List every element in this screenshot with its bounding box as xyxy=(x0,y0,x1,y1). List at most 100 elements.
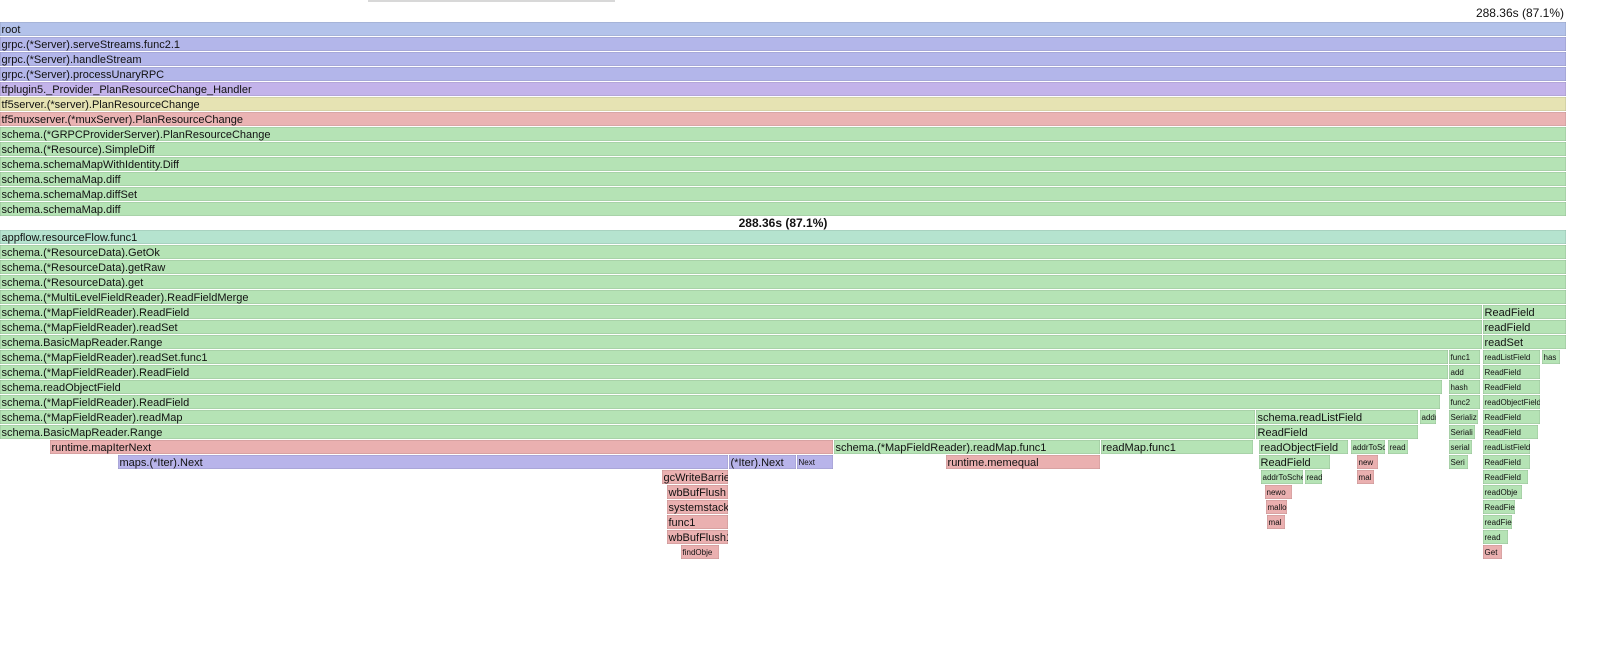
frame-label: ReadField xyxy=(1485,307,1535,319)
frame[interactable]: root xyxy=(0,22,1566,36)
frame[interactable]: read xyxy=(1483,530,1508,544)
frame[interactable]: wbBufFlush xyxy=(667,485,728,499)
frame[interactable]: schema.(*MapFieldReader).ReadField xyxy=(0,365,1448,379)
frame-label: readMap.func1 xyxy=(1103,442,1176,454)
frame[interactable]: schema.(*Resource).SimpleDiff xyxy=(0,142,1566,156)
frame[interactable]: readListField xyxy=(1483,440,1530,454)
frame[interactable]: mal xyxy=(1267,515,1286,529)
frame-label: maps.(*Iter).Next xyxy=(120,457,203,469)
frame[interactable]: Serializ xyxy=(1449,410,1479,424)
frame[interactable]: read xyxy=(1388,440,1409,454)
frame[interactable]: mallo xyxy=(1266,500,1288,514)
frame[interactable]: runtime.mapIterNext xyxy=(50,440,834,454)
frame[interactable]: readSet xyxy=(1483,335,1566,349)
frame[interactable]: grpc.(*Server).serveStreams.func2.1 xyxy=(0,37,1566,51)
frame[interactable]: schema.readObjectField xyxy=(0,380,1443,394)
frame[interactable]: Seriali xyxy=(1449,425,1476,439)
frame[interactable]: schema.(*MapFieldReader).ReadField xyxy=(0,305,1483,319)
frame[interactable]: schema.BasicMapReader.Range xyxy=(0,335,1483,349)
frame[interactable]: newo xyxy=(1265,485,1293,499)
frame-bar xyxy=(0,335,1483,349)
frame[interactable]: appflow.resourceFlow.func1 xyxy=(0,230,1566,244)
frame-bar xyxy=(1266,500,1288,514)
frame[interactable]: schema.(*ResourceData).GetOk xyxy=(0,245,1566,259)
frame[interactable]: readObje xyxy=(1483,485,1523,499)
frame[interactable]: schema.(*ResourceData).getRaw xyxy=(0,260,1566,274)
frame[interactable]: grpc.(*Server).processUnaryRPC xyxy=(0,67,1566,81)
frame-label: mal xyxy=(1359,473,1372,482)
frame[interactable]: readFiel xyxy=(1483,515,1514,529)
frame[interactable]: ReadField xyxy=(1259,455,1330,469)
frame[interactable]: ReadField xyxy=(1483,410,1541,424)
frame[interactable]: systemstack xyxy=(667,500,730,514)
frame[interactable]: runtime.memequal xyxy=(946,455,1101,469)
frame-label: mallo xyxy=(1268,503,1288,512)
frame[interactable]: schema.schemaMap.diffSet xyxy=(0,187,1566,201)
frame[interactable]: schema.schemaMapWithIdentity.Diff xyxy=(0,157,1566,171)
frame[interactable]: schema.BasicMapReader.Range xyxy=(0,425,1256,439)
frame[interactable]: grpc.(*Server).handleStream xyxy=(0,52,1566,66)
frame[interactable]: schema.(*MultiLevelFieldReader).ReadFiel… xyxy=(0,290,1566,304)
frame[interactable]: gcWriteBarrier xyxy=(662,470,734,484)
frame[interactable]: (*Iter).Next xyxy=(729,455,797,469)
frame[interactable]: read xyxy=(1305,470,1323,484)
frame[interactable]: add xyxy=(1449,365,1481,379)
frame[interactable]: maps.(*Iter).Next xyxy=(118,455,729,469)
frame[interactable]: schema.(*MapFieldReader).readSet xyxy=(0,320,1483,334)
frame[interactable]: readListField xyxy=(1483,350,1541,364)
frame-label: ReadField xyxy=(1261,457,1311,469)
frame[interactable]: schema.(*MapFieldReader).ReadField xyxy=(0,395,1441,409)
frame[interactable]: ReadField xyxy=(1483,380,1541,394)
frame[interactable]: tfplugin5._Provider_PlanResourceChange_H… xyxy=(0,82,1566,96)
frame[interactable]: schema.(*MapFieldReader).readMap xyxy=(0,410,1256,424)
frame[interactable]: Next xyxy=(797,455,834,469)
frame[interactable]: ReadField xyxy=(1483,455,1530,469)
frame-bar xyxy=(1261,470,1303,484)
frame[interactable]: readMap.func1 xyxy=(1101,440,1254,454)
frame[interactable]: ReadField xyxy=(1256,425,1419,439)
frame[interactable]: serial xyxy=(1449,440,1473,454)
frame[interactable]: Get xyxy=(1483,545,1503,559)
frame[interactable]: ReadField xyxy=(1483,365,1541,379)
frame-bar xyxy=(1449,365,1481,379)
frame[interactable]: schema.(*MapFieldReader).readMap.func1 xyxy=(833,440,1100,454)
frame-label: schema.(*MultiLevelFieldReader).ReadFiel… xyxy=(2,292,249,304)
frame[interactable]: func1 xyxy=(667,515,728,529)
frame-bar xyxy=(0,260,1566,274)
frame[interactable]: tf5server.(*server).PlanResourceChange xyxy=(0,97,1566,111)
frame[interactable]: readObjectField xyxy=(1259,440,1349,454)
frame-bar xyxy=(1449,425,1476,439)
frame[interactable]: schema.(*MapFieldReader).readSet.func1 xyxy=(0,350,1448,364)
frame-label: addrToSche xyxy=(1263,473,1306,482)
frame[interactable]: addrToSche xyxy=(1261,470,1306,484)
frame[interactable]: mal xyxy=(1357,470,1375,484)
frame-bar xyxy=(1449,410,1479,424)
frame[interactable]: schema.(*ResourceData).get xyxy=(0,275,1566,289)
frame[interactable]: ReadField xyxy=(1483,305,1566,319)
frame[interactable]: ReadField xyxy=(1483,425,1539,439)
frame[interactable]: schema.(*GRPCProviderServer).PlanResourc… xyxy=(0,127,1566,141)
frame[interactable]: schema.schemaMap.diff xyxy=(0,172,1566,186)
frame-label: schema.schemaMapWithIdentity.Diff xyxy=(2,159,180,171)
frame[interactable]: func2 xyxy=(1449,395,1481,409)
frame[interactable]: addrToSc xyxy=(1350,440,1386,454)
frame[interactable]: readField xyxy=(1483,320,1566,334)
frame[interactable]: schema.readListField xyxy=(1256,410,1419,424)
frame[interactable]: new xyxy=(1357,455,1379,469)
frame[interactable]: addr xyxy=(1420,410,1438,424)
frame-bar xyxy=(1483,305,1566,319)
frame[interactable]: has xyxy=(1541,350,1560,364)
frame[interactable]: ReadField xyxy=(1483,470,1529,484)
frame-bar xyxy=(0,380,1443,394)
frame[interactable]: readObjectField xyxy=(1483,395,1541,409)
frame[interactable]: findObje xyxy=(681,545,720,559)
frame[interactable]: wbBufFlush1 xyxy=(667,530,732,544)
frame-label: ReadField xyxy=(1485,458,1521,467)
frame[interactable]: schema.schemaMap.diff xyxy=(0,202,1566,216)
frame[interactable]: tf5muxserver.(*muxServer).PlanResourceCh… xyxy=(0,112,1566,126)
frame[interactable]: Seri xyxy=(1449,455,1469,469)
frame-bar xyxy=(1483,335,1566,349)
frame[interactable]: hash xyxy=(1449,380,1481,394)
frame[interactable]: ReadFie xyxy=(1483,500,1516,514)
frame[interactable]: func1 xyxy=(1449,350,1481,364)
